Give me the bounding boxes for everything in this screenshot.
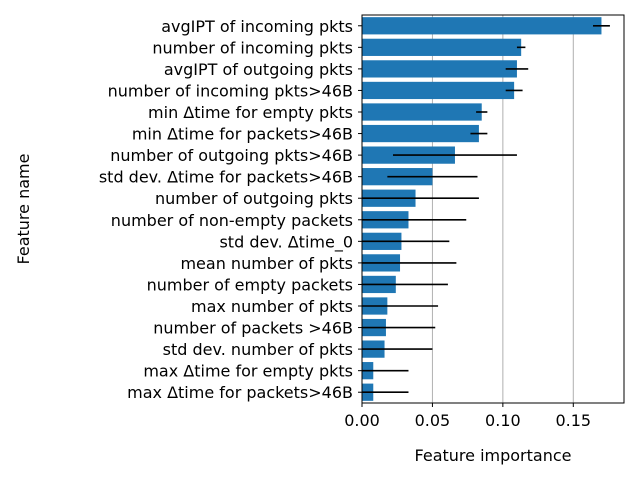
x-tick-label: 0.05 (415, 411, 451, 430)
x-axis-title: Feature importance (415, 446, 572, 465)
y-tick-label: avgIPT of outgoing pkts (164, 60, 353, 79)
bar (362, 17, 602, 35)
y-tick-label: avgIPT of incoming pkts (161, 17, 353, 36)
y-tick-label: number of packets >46B (153, 319, 353, 338)
plot-frame (361, 14, 625, 404)
y-tick-label: number of non-empty packets (111, 211, 353, 230)
bar (362, 103, 482, 121)
y-tick-label: max number of pkts (191, 297, 353, 316)
x-tick-label: 0.15 (555, 411, 591, 430)
x-tick-label: 0.00 (344, 411, 380, 430)
x-tick-label: 0.10 (485, 411, 521, 430)
grid-lines (431, 15, 574, 403)
y-tick-label: number of outgoing pkts>46B (110, 146, 353, 165)
y-tick-label: number of incoming pkts>46B (108, 81, 353, 100)
y-tick-label: mean number of pkts (180, 254, 353, 273)
y-tick-label: max Δtime for empty pkts (143, 362, 353, 381)
y-tick-label: max Δtime for packets>46B (127, 383, 353, 402)
y-tick-label: std dev. number of pkts (163, 340, 353, 359)
y-tick-label: number of empty packets (147, 275, 353, 294)
bar (362, 60, 517, 78)
y-tick-label: number of outgoing pkts (155, 189, 353, 208)
bar (362, 124, 479, 143)
bar (362, 81, 515, 100)
y-tick-label: min Δtime for packets>46B (132, 125, 353, 144)
y-axis-title: Feature name (14, 154, 33, 265)
y-tick-label: std dev. Δtime for packets>46B (99, 168, 353, 187)
bars (362, 17, 602, 401)
y-tick-label: number of incoming pkts (152, 38, 353, 57)
y-tick-label: std dev. Δtime_0 (219, 232, 353, 252)
bar (362, 38, 522, 56)
y-tick-label: min Δtime for empty pkts (148, 103, 353, 122)
error-bars (362, 24, 610, 394)
x-tick-labels: 0.00 0.05 0.10 0.15 (344, 403, 591, 430)
y-tick-labels: avgIPT of incoming pkts number of incomin… (99, 17, 362, 402)
